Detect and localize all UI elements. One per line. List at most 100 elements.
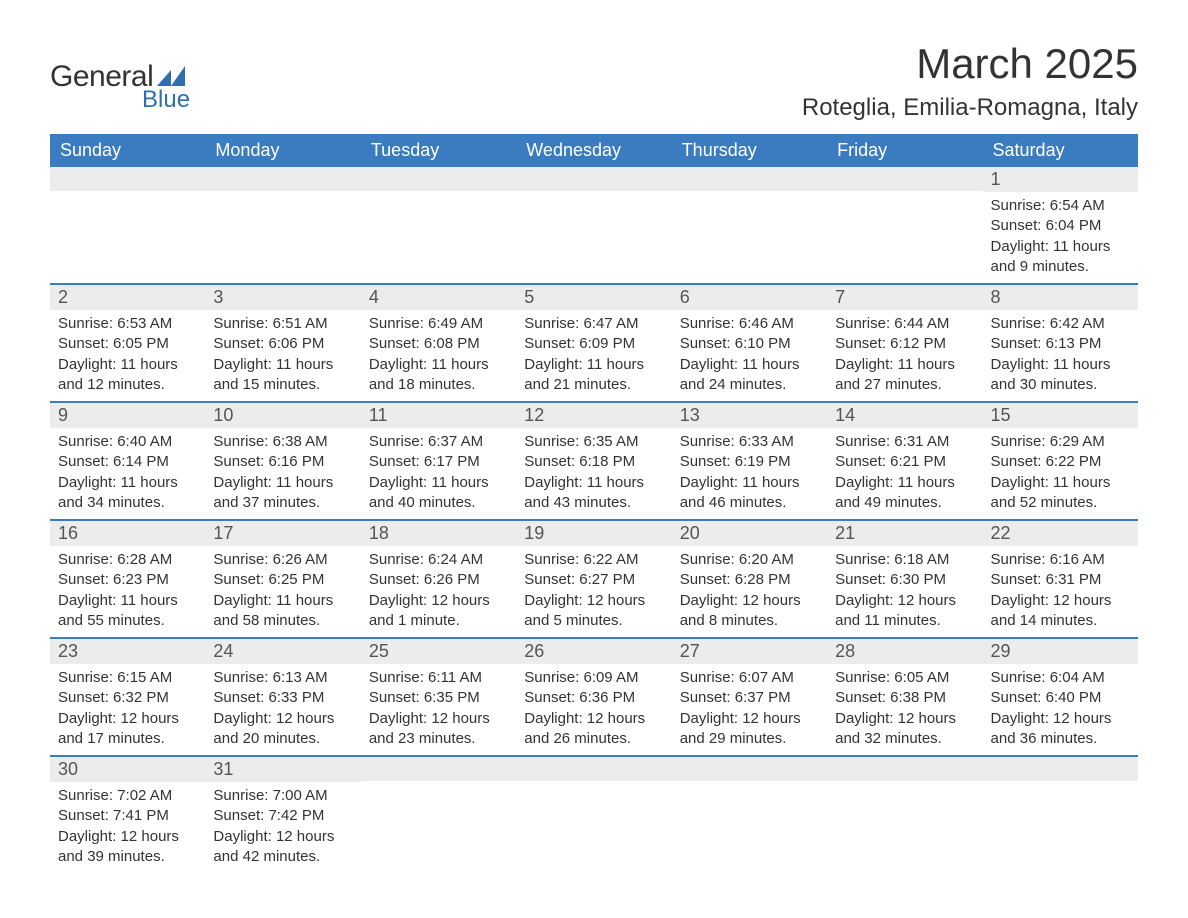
day-cell: 22Sunrise: 6:16 AMSunset: 6:31 PMDayligh…: [983, 521, 1138, 637]
sunrise-text: Sunrise: 6:53 AM: [58, 314, 197, 334]
day-cell: [361, 757, 516, 873]
day-content: Sunrise: 6:13 AMSunset: 6:33 PMDaylight:…: [205, 664, 360, 755]
sunset-text: Sunset: 6:38 PM: [835, 688, 974, 708]
sunrise-text: Sunrise: 6:35 AM: [524, 432, 663, 452]
day-content: Sunrise: 6:51 AMSunset: 6:06 PMDaylight:…: [205, 310, 360, 401]
sunset-text: Sunset: 6:21 PM: [835, 452, 974, 472]
day-cell: 26Sunrise: 6:09 AMSunset: 6:36 PMDayligh…: [516, 639, 671, 755]
sunrise-text: Sunrise: 6:22 AM: [524, 550, 663, 570]
day-number: [827, 167, 982, 191]
daylight-text: Daylight: 12 hours and 42 minutes.: [213, 827, 352, 868]
weeks-container: 1Sunrise: 6:54 AMSunset: 6:04 PMDaylight…: [50, 167, 1138, 873]
daylight-text: Daylight: 11 hours and 43 minutes.: [524, 473, 663, 514]
sunset-text: Sunset: 6:28 PM: [680, 570, 819, 590]
day-cell: [516, 167, 671, 283]
day-number: 18: [361, 521, 516, 546]
day-content: Sunrise: 6:16 AMSunset: 6:31 PMDaylight:…: [983, 546, 1138, 637]
day-number: 22: [983, 521, 1138, 546]
sunrise-text: Sunrise: 6:42 AM: [991, 314, 1130, 334]
daylight-text: Daylight: 12 hours and 5 minutes.: [524, 591, 663, 632]
day-content: Sunrise: 6:31 AMSunset: 6:21 PMDaylight:…: [827, 428, 982, 519]
sunset-text: Sunset: 6:08 PM: [369, 334, 508, 354]
day-header-mon: Monday: [205, 134, 360, 167]
month-title: March 2025: [802, 40, 1138, 88]
day-cell: 13Sunrise: 6:33 AMSunset: 6:19 PMDayligh…: [672, 403, 827, 519]
day-cell: [983, 757, 1138, 873]
day-content: Sunrise: 6:47 AMSunset: 6:09 PMDaylight:…: [516, 310, 671, 401]
week-row: 23Sunrise: 6:15 AMSunset: 6:32 PMDayligh…: [50, 637, 1138, 755]
day-cell: 31Sunrise: 7:00 AMSunset: 7:42 PMDayligh…: [205, 757, 360, 873]
sunset-text: Sunset: 6:26 PM: [369, 570, 508, 590]
day-cell: 29Sunrise: 6:04 AMSunset: 6:40 PMDayligh…: [983, 639, 1138, 755]
sunset-text: Sunset: 7:41 PM: [58, 806, 197, 826]
day-header-sun: Sunday: [50, 134, 205, 167]
sunset-text: Sunset: 6:09 PM: [524, 334, 663, 354]
day-content: Sunrise: 6:54 AMSunset: 6:04 PMDaylight:…: [983, 192, 1138, 283]
day-number: 26: [516, 639, 671, 664]
daylight-text: Daylight: 11 hours and 55 minutes.: [58, 591, 197, 632]
daylight-text: Daylight: 11 hours and 18 minutes.: [369, 355, 508, 396]
daylight-text: Daylight: 11 hours and 46 minutes.: [680, 473, 819, 514]
day-number: [361, 757, 516, 781]
sunrise-text: Sunrise: 6:31 AM: [835, 432, 974, 452]
day-content: Sunrise: 6:26 AMSunset: 6:25 PMDaylight:…: [205, 546, 360, 637]
day-content: Sunrise: 6:07 AMSunset: 6:37 PMDaylight:…: [672, 664, 827, 755]
daylight-text: Daylight: 12 hours and 14 minutes.: [991, 591, 1130, 632]
day-number: [672, 167, 827, 191]
day-cell: 15Sunrise: 6:29 AMSunset: 6:22 PMDayligh…: [983, 403, 1138, 519]
day-cell: [672, 757, 827, 873]
daylight-text: Daylight: 12 hours and 29 minutes.: [680, 709, 819, 750]
day-number: [516, 757, 671, 781]
sunrise-text: Sunrise: 6:54 AM: [991, 196, 1130, 216]
day-header-fri: Friday: [827, 134, 982, 167]
day-cell: 1Sunrise: 6:54 AMSunset: 6:04 PMDaylight…: [983, 167, 1138, 283]
sunrise-text: Sunrise: 7:00 AM: [213, 786, 352, 806]
day-content: Sunrise: 6:22 AMSunset: 6:27 PMDaylight:…: [516, 546, 671, 637]
logo: General Blue: [50, 60, 190, 114]
day-cell: [827, 167, 982, 283]
daylight-text: Daylight: 12 hours and 26 minutes.: [524, 709, 663, 750]
sunset-text: Sunset: 6:36 PM: [524, 688, 663, 708]
day-number: [672, 757, 827, 781]
day-cell: [361, 167, 516, 283]
daylight-text: Daylight: 12 hours and 20 minutes.: [213, 709, 352, 750]
sunset-text: Sunset: 6:13 PM: [991, 334, 1130, 354]
day-number: 19: [516, 521, 671, 546]
day-content: Sunrise: 6:35 AMSunset: 6:18 PMDaylight:…: [516, 428, 671, 519]
sunrise-text: Sunrise: 6:51 AM: [213, 314, 352, 334]
day-content: Sunrise: 7:02 AMSunset: 7:41 PMDaylight:…: [50, 782, 205, 873]
day-cell: 5Sunrise: 6:47 AMSunset: 6:09 PMDaylight…: [516, 285, 671, 401]
day-content: Sunrise: 6:29 AMSunset: 6:22 PMDaylight:…: [983, 428, 1138, 519]
day-cell: 14Sunrise: 6:31 AMSunset: 6:21 PMDayligh…: [827, 403, 982, 519]
sunrise-text: Sunrise: 6:40 AM: [58, 432, 197, 452]
daylight-text: Daylight: 11 hours and 24 minutes.: [680, 355, 819, 396]
sunset-text: Sunset: 6:27 PM: [524, 570, 663, 590]
sunrise-text: Sunrise: 6:15 AM: [58, 668, 197, 688]
day-cell: 4Sunrise: 6:49 AMSunset: 6:08 PMDaylight…: [361, 285, 516, 401]
day-content: Sunrise: 6:44 AMSunset: 6:12 PMDaylight:…: [827, 310, 982, 401]
sunset-text: Sunset: 6:14 PM: [58, 452, 197, 472]
calendar: Sunday Monday Tuesday Wednesday Thursday…: [50, 134, 1138, 873]
sunrise-text: Sunrise: 6:16 AM: [991, 550, 1130, 570]
sunrise-text: Sunrise: 6:05 AM: [835, 668, 974, 688]
day-number: 28: [827, 639, 982, 664]
day-header-thu: Thursday: [672, 134, 827, 167]
day-number: 4: [361, 285, 516, 310]
day-number: 2: [50, 285, 205, 310]
day-number: 3: [205, 285, 360, 310]
sunrise-text: Sunrise: 7:02 AM: [58, 786, 197, 806]
day-cell: 18Sunrise: 6:24 AMSunset: 6:26 PMDayligh…: [361, 521, 516, 637]
daylight-text: Daylight: 12 hours and 32 minutes.: [835, 709, 974, 750]
sunset-text: Sunset: 6:40 PM: [991, 688, 1130, 708]
day-content: Sunrise: 6:40 AMSunset: 6:14 PMDaylight:…: [50, 428, 205, 519]
week-row: 1Sunrise: 6:54 AMSunset: 6:04 PMDaylight…: [50, 167, 1138, 283]
header: General Blue March 2025 Roteglia, Emilia…: [50, 40, 1138, 122]
day-cell: 2Sunrise: 6:53 AMSunset: 6:05 PMDaylight…: [50, 285, 205, 401]
day-content: Sunrise: 6:20 AMSunset: 6:28 PMDaylight:…: [672, 546, 827, 637]
logo-text-sub: Blue: [142, 86, 190, 114]
day-content: Sunrise: 6:49 AMSunset: 6:08 PMDaylight:…: [361, 310, 516, 401]
day-cell: 17Sunrise: 6:26 AMSunset: 6:25 PMDayligh…: [205, 521, 360, 637]
sunrise-text: Sunrise: 6:07 AM: [680, 668, 819, 688]
day-cell: 9Sunrise: 6:40 AMSunset: 6:14 PMDaylight…: [50, 403, 205, 519]
sunset-text: Sunset: 6:31 PM: [991, 570, 1130, 590]
